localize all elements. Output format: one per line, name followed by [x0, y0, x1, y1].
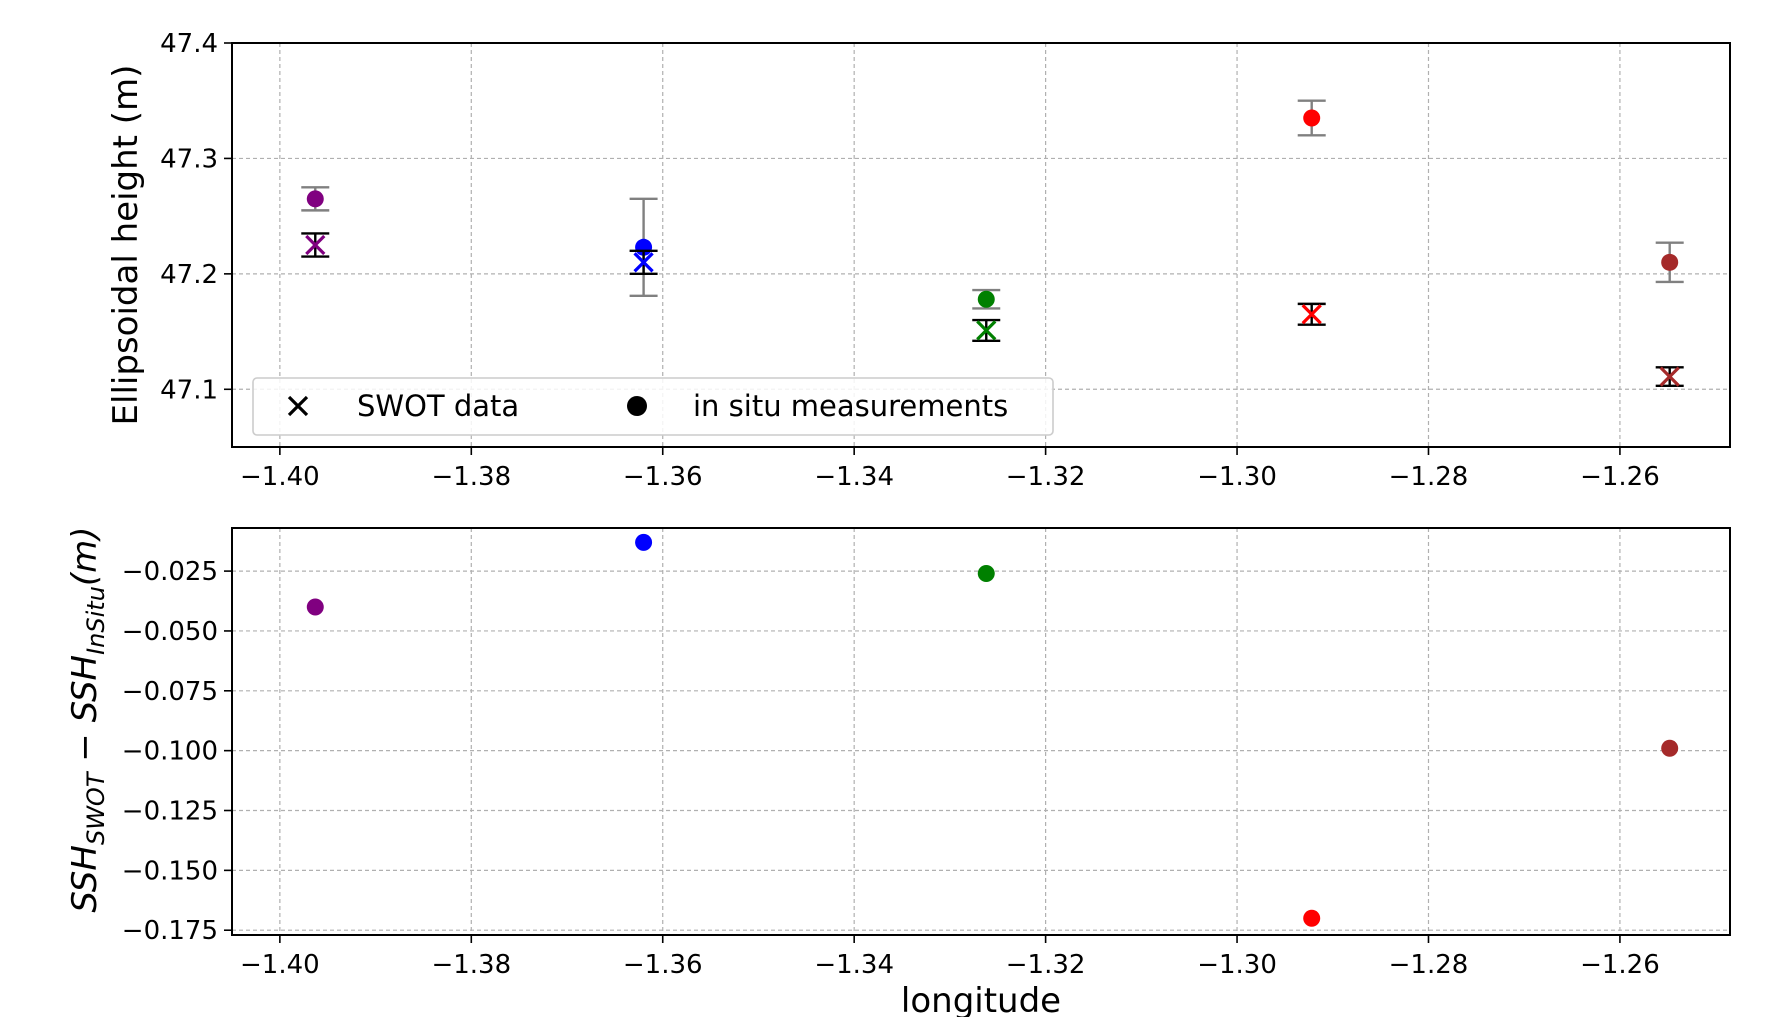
y-axis-title: Ellipsoidal height (m): [106, 65, 146, 426]
y-tick-label: −0.100: [122, 737, 218, 767]
difference-point: [635, 533, 653, 551]
legend-insitu-label: in situ measurements: [693, 389, 1008, 423]
y-axis-title-part: SSH: [65, 845, 105, 913]
x-axis-title: longitude: [901, 981, 1061, 1017]
y-tick-label: 47.4: [160, 29, 218, 59]
x-tick-label: −1.36: [623, 462, 703, 492]
y-tick-label: −0.025: [122, 557, 218, 587]
axes-frame: [231, 42, 1731, 448]
y-tick-label: 47.1: [160, 375, 218, 405]
difference-point: [977, 564, 995, 582]
y-tick-label: −0.075: [122, 677, 218, 707]
legend-swot-label: SWOT data: [357, 389, 519, 423]
x-tick-label: −1.28: [1389, 462, 1469, 492]
legend: SWOT data in situ measurements: [252, 377, 1054, 436]
y-tick-label: 47.2: [160, 260, 218, 290]
y-axis-title-part: InSitu: [82, 586, 110, 655]
y-tick-label: −0.150: [122, 856, 218, 886]
x-tick-label: −1.32: [1006, 950, 1086, 980]
x-tick-label: −1.28: [1389, 950, 1469, 980]
x-tick-label: −1.38: [431, 462, 511, 492]
insitu-point: [306, 190, 324, 208]
difference-point: [1303, 909, 1321, 927]
x-tick-label: −1.30: [1197, 950, 1277, 980]
axes-frame: [231, 527, 1731, 936]
insitu-point: [977, 290, 995, 308]
y-tick-label: −0.125: [122, 797, 218, 827]
y-axis-title: SSHSWOT − SSHInSitu(m): [65, 526, 110, 912]
x-tick-label: −1.34: [814, 462, 894, 492]
difference-point: [1661, 739, 1679, 757]
x-tick-label: −1.38: [431, 950, 511, 980]
top-panel: −1.40 −1.38 −1.36 −1.34 −1.32 −1.30 −1.28 −1.26…: [106, 29, 1731, 492]
swot-point: [305, 234, 326, 256]
swot-point: [1659, 366, 1680, 387]
insitu-point: [1661, 253, 1679, 271]
x-tick-label: −1.36: [623, 950, 703, 980]
y-tick-label: −0.175: [122, 916, 218, 946]
y-tick-label: 47.3: [160, 144, 218, 174]
x-tick-label: −1.30: [1197, 462, 1277, 492]
swot-point: [1301, 304, 1322, 325]
x-tick-label: −1.40: [240, 462, 320, 492]
x-tick-label: −1.40: [240, 950, 320, 980]
y-tick-label: −0.050: [122, 617, 218, 647]
y-axis-title-part: (m): [65, 526, 105, 586]
x-tick-label: −1.26: [1580, 462, 1660, 492]
swot-point: [976, 320, 997, 341]
swot-point: [633, 252, 654, 273]
x-tick-label: −1.34: [814, 950, 894, 980]
difference-point: [306, 598, 324, 616]
x-tick-label: −1.26: [1580, 950, 1660, 980]
x-tick-label: −1.32: [1006, 462, 1086, 492]
legend-frame: [252, 377, 1054, 436]
y-axis-title-part: − SSH: [65, 655, 105, 773]
insitu-point: [1303, 109, 1321, 127]
legend-swot-marker: [287, 395, 309, 417]
legend-insitu-marker: [627, 396, 647, 416]
bottom-panel: −1.40 −1.38 −1.36 −1.34 −1.32 −1.30 −1.28 −1.26…: [65, 526, 1731, 1017]
y-axis-title-part: SWOT: [82, 770, 110, 845]
